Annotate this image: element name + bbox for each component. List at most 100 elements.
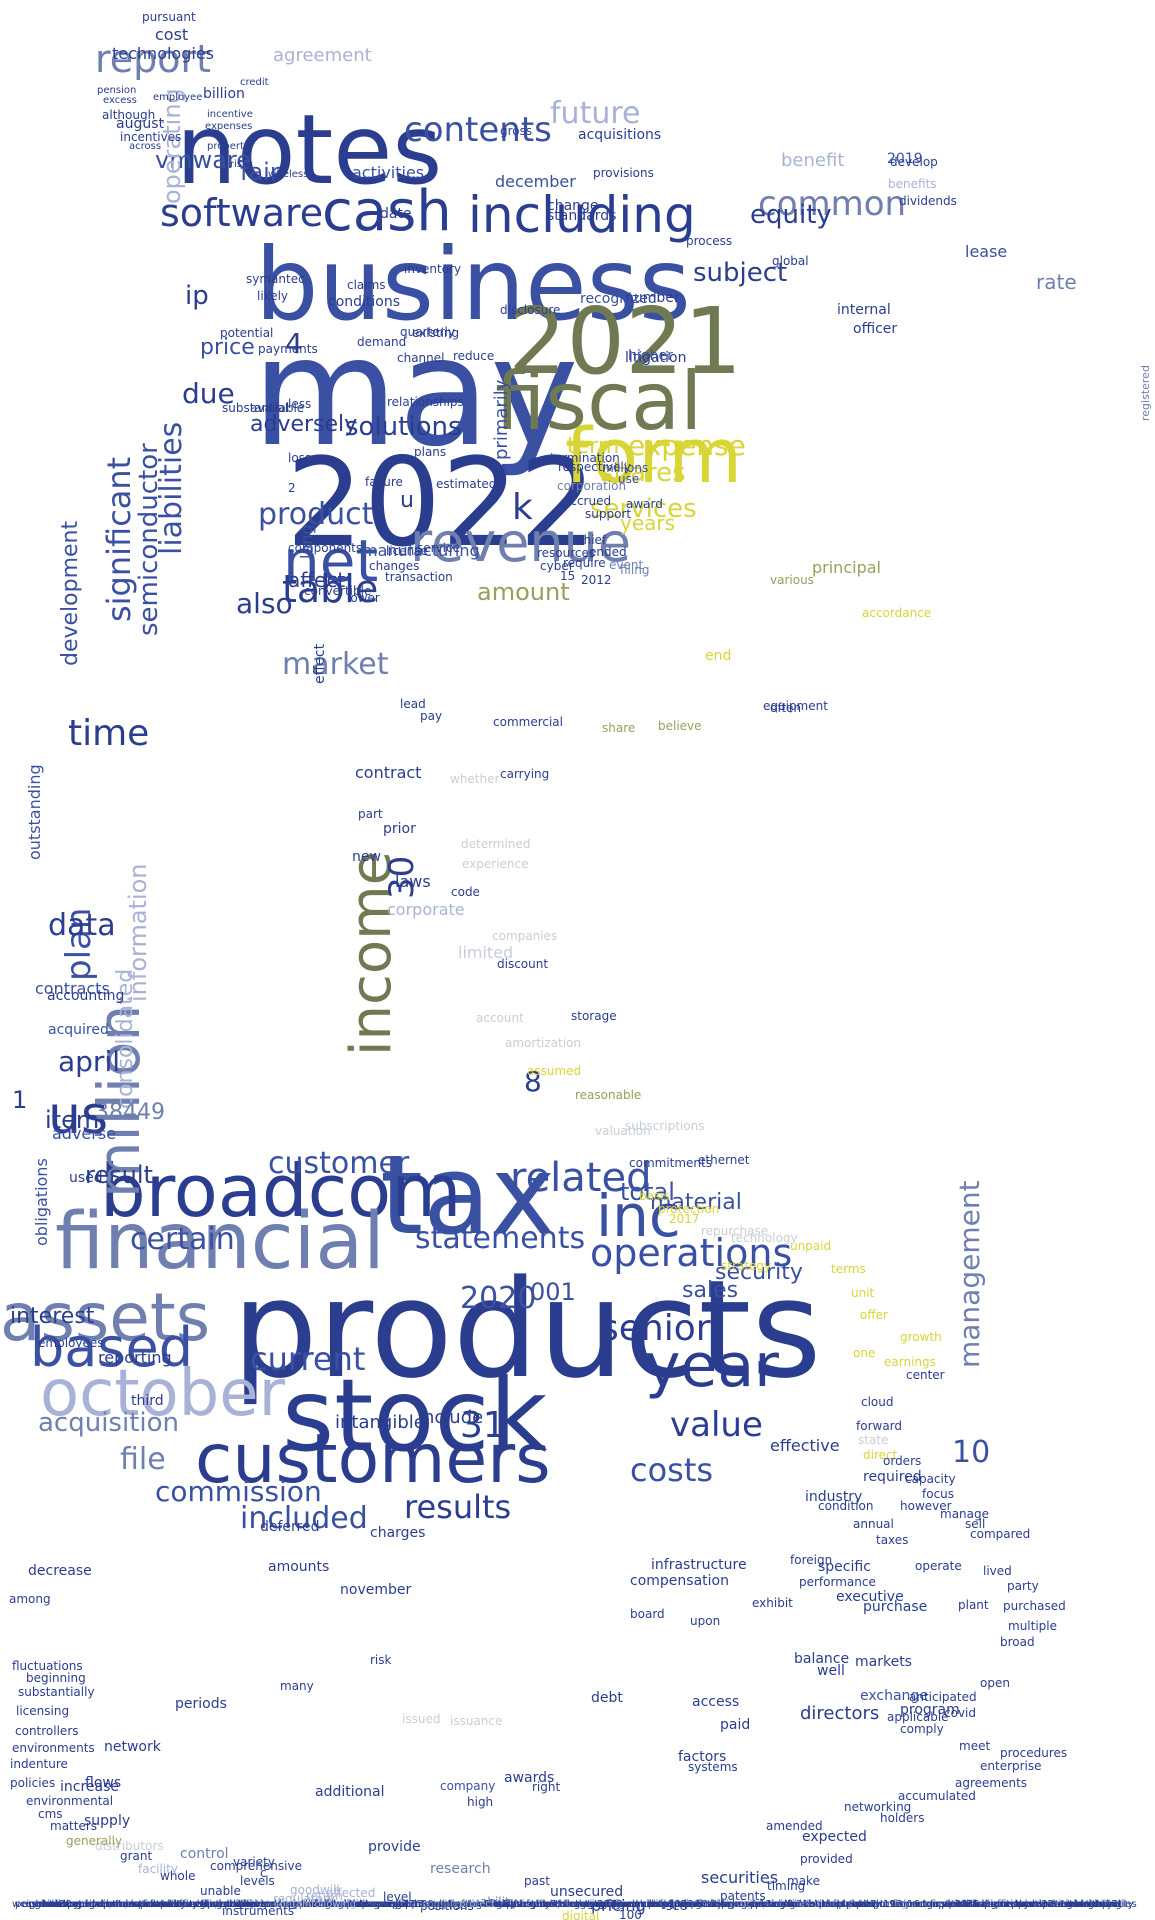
word-435: malaysia [705,1899,750,1910]
word-305: orders [883,1454,922,1468]
word-7: 2021 [508,288,743,395]
word-292: technology [731,1231,798,1245]
word-258: demand [357,335,407,349]
word-576: complex [422,1899,465,1910]
word-445: historical [1075,1899,1121,1910]
word-377: 11 [759,1899,772,1910]
word-322: applicable [887,1710,949,1724]
word-467: investments [789,1899,851,1910]
word-28: common [758,184,907,224]
word-9: form [565,411,743,500]
word-370: application [500,1899,556,1910]
word-116: number [625,290,680,306]
word-520: 3 [550,1899,557,1910]
word-123: standards [547,208,617,224]
word-545: overall [375,1899,409,1910]
word-323: comply [900,1722,944,1736]
word-416: parties [1102,1899,1137,1910]
word-262: failure [365,475,403,489]
word-111: benefit [781,150,845,171]
word-539: transfer [153,1899,193,1910]
word-368: aggregate [426,1899,478,1910]
word-202: issuance [450,1714,503,1728]
word-375: penalties [685,1899,731,1910]
word-1: products [232,1251,822,1408]
word-529: 19 [883,1899,896,1910]
word-479: connection [133,1899,189,1910]
word-55: services [590,494,697,524]
word-241: incentive [207,109,253,120]
word-21: inc [596,1182,681,1250]
word-408: finance [806,1899,843,1910]
word-569: set [163,1899,179,1910]
word-561: chain [967,1899,995,1910]
word-518: controls [476,1899,516,1910]
word-294: terms [831,1262,866,1276]
word-275: determined [461,837,531,851]
word-542: prices [264,1899,295,1910]
word-564: sold [1078,1899,1099,1910]
word-469: key [863,1899,881,1910]
word-15: revenue [410,511,632,574]
word-144: obligations [32,1158,51,1246]
word-484: allowances [318,1899,374,1910]
word-436: advanced [742,1899,791,1910]
word-212: cyber [540,559,574,573]
word-501: investors [947,1899,993,1910]
word-189: infrastructure [651,1557,747,1573]
word-159: taxes [876,1533,909,1547]
word-64: equity [750,200,832,230]
word-421: administrative [187,1899,260,1910]
word-535: 17 [1105,1899,1118,1910]
word-84: 31 [460,1405,506,1446]
word-312: operate [915,1559,962,1573]
word-152: industry [805,1489,863,1505]
word-332: provided [800,1852,853,1866]
word-265: changes [369,559,420,573]
word-412: 2025 [954,1899,980,1910]
word-22: based [30,1316,194,1379]
word-146: employees [38,1336,104,1350]
word-500: range [910,1899,940,1910]
word-333: make [787,1874,820,1888]
word-567: determine [89,1899,141,1910]
word-283: valuation [595,1124,651,1138]
word-298: one [853,1346,876,1360]
word-546: 13 [412,1899,425,1910]
word-442: trade [964,1899,991,1910]
word-295: unit [851,1286,875,1300]
word-493: held [651,1899,673,1910]
word-187: paid [720,1717,751,1733]
word-321: anticipated [909,1690,977,1704]
word-167: program [900,1702,960,1718]
word-149: intangible [335,1412,425,1433]
word-355: distributors [95,1839,164,1853]
word-231: filing [620,563,650,577]
word-52: interest [10,1304,95,1329]
word-221: respectively [558,460,631,474]
word-514: audit [328,1899,354,1910]
word-87: 1 [12,1086,28,1114]
word-556: stockholders [782,1899,846,1910]
word-253: reduce [453,349,495,363]
word-515: leading [365,1899,402,1910]
word-2: 2022 [286,432,597,574]
word-112: 2019 [887,151,923,167]
word-246: potential [220,326,274,340]
word-141: acquired [48,1022,109,1038]
word-554: design [708,1899,742,1910]
word-350: instruments [222,1904,295,1918]
word-340: positions [420,1899,474,1913]
word-217: award [626,497,663,511]
word-58: market [282,647,389,682]
word-378: 21 [796,1899,809,1910]
word-289: 2017 [669,1212,700,1226]
word-348: variety [233,1855,275,1869]
word-342: affected [326,1886,376,1900]
word-579: events [533,1899,567,1910]
word-41: senior [600,1308,711,1349]
word-429: 6 [483,1899,490,1910]
word-225: 2 [288,481,296,495]
word-213: resources [537,546,596,560]
word-448: investment [86,1899,143,1910]
